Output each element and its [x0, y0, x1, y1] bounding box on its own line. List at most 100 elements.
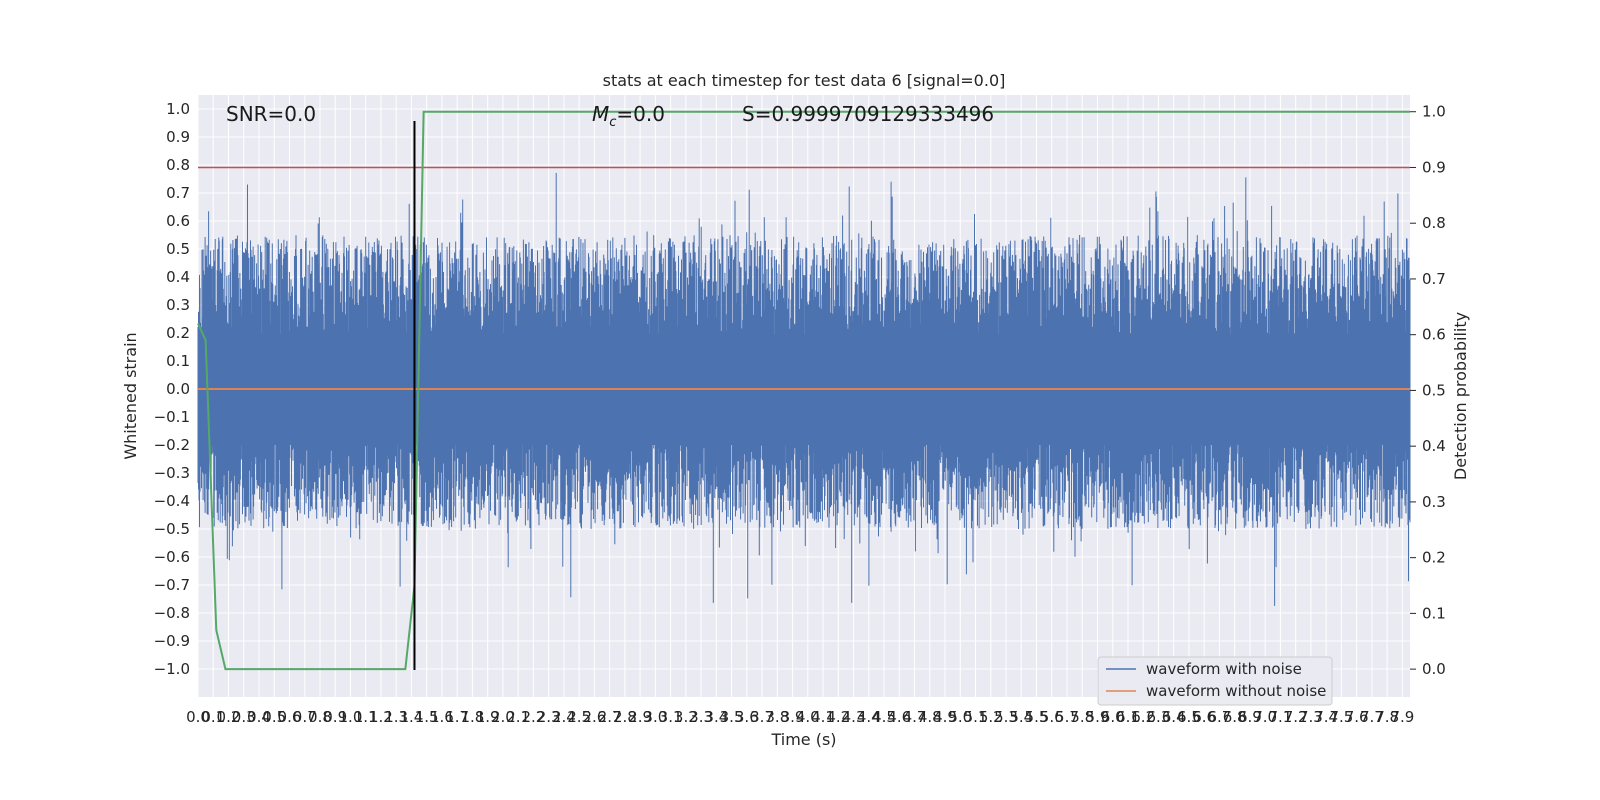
y-tick-label: −0.3 — [154, 464, 190, 482]
y-tick-label: −0.2 — [154, 436, 190, 454]
x-tick-label: 3.9 — [781, 708, 805, 726]
waveform-with-noise-series — [197, 172, 1411, 606]
y2-tick-label: 0.0 — [1422, 660, 1446, 678]
y-tick-label: −0.4 — [154, 492, 190, 510]
x-tick-label: 3.1 — [659, 708, 683, 726]
x-tick-label: 7.4 — [1314, 708, 1338, 726]
x-tick-label: 2.4 — [552, 708, 576, 726]
y-tick-label: −0.6 — [154, 548, 190, 566]
y-axis-label: Whitened strain — [121, 332, 140, 459]
x-tick-label: 7.6 — [1345, 708, 1369, 726]
x-tick-label: 0.1 — [201, 708, 225, 726]
x-tick-label: 3.8 — [765, 708, 789, 726]
y2-tick-label: 0.9 — [1422, 158, 1446, 176]
x-tick-label: 5.5 — [1025, 708, 1049, 726]
y2-tick-label: 0.8 — [1422, 214, 1446, 232]
y-tick-label: 0.3 — [166, 296, 190, 314]
line-series — [197, 110, 1410, 671]
x-tick-label: 7.3 — [1299, 708, 1323, 726]
x-tick-label: 5.0 — [948, 708, 972, 726]
x-tick-label: 6.0 — [1101, 708, 1125, 726]
x-tick-label: 2.6 — [582, 708, 606, 726]
x-tick-label: 5.9 — [1086, 708, 1110, 726]
x-tick-label: 0.5 — [262, 708, 286, 726]
x-tick-label: 0.2 — [217, 708, 241, 726]
y2-tick-label: 0.1 — [1422, 604, 1446, 622]
x-tick-label: 4.1 — [811, 708, 835, 726]
mc-subscript: c — [609, 115, 616, 130]
x-tick-label: 0.9 — [323, 708, 347, 726]
x-tick-label: 7.0 — [1253, 708, 1277, 726]
s-annotation: S=0.9999709129333496 — [742, 102, 994, 126]
y-tick-label: 0.5 — [166, 240, 190, 258]
y-tick-label: −0.8 — [154, 604, 190, 622]
x-tick-label: 4.4 — [857, 708, 881, 726]
x-axis-label: Time (s) — [770, 730, 836, 749]
x-tick-label: 4.5 — [872, 708, 896, 726]
x-tick-label: 2.2 — [521, 708, 545, 726]
x-tick-label: 5.3 — [994, 708, 1018, 726]
x-tick-label: 7.2 — [1284, 708, 1308, 726]
x-tick-label: 6.7 — [1208, 708, 1232, 726]
x-tick-label: 3.2 — [674, 708, 698, 726]
legend-label-noise: waveform with noise — [1146, 660, 1302, 678]
x-tick-label: 2.3 — [537, 708, 561, 726]
y2-tick-label: 0.4 — [1422, 437, 1446, 455]
x-tick-label: 0.6 — [278, 708, 302, 726]
y-tick-label: −1.0 — [154, 660, 190, 678]
x-tick-label: 5.4 — [1009, 708, 1033, 726]
waveform-with-noise-band — [198, 335, 1410, 445]
y-tick-label: 0.9 — [166, 128, 190, 146]
x-tick-label: 2.9 — [628, 708, 652, 726]
x-tick-label: 7.8 — [1375, 708, 1399, 726]
x-tick-label: 6.4 — [1162, 708, 1186, 726]
x-axis-ticks: 0.00.10.20.30.40.50.60.70.80.91.01.11.21… — [186, 708, 1414, 726]
x-tick-label: 4.3 — [842, 708, 866, 726]
legend-box — [1097, 656, 1333, 706]
y2-axis-ticks: 0.0 0.1 0.2 0.3 0.4 0.5 0.6 0.7 0.8 0.9 1.0 — [1410, 103, 1446, 678]
y-tick-label: 0.6 — [166, 212, 190, 230]
x-tick-label: 0.4 — [247, 708, 271, 726]
mc-annotation: Mc=0.0 — [592, 102, 665, 130]
y2-axis-label: Detection probability — [1451, 312, 1470, 480]
y2-tick-label: 0.3 — [1422, 493, 1446, 511]
x-tick-label: 3.3 — [689, 708, 713, 726]
y-tick-label: 0.0 — [166, 380, 190, 398]
mc-value: =0.0 — [616, 102, 665, 126]
y-tick-label: 1.0 — [166, 100, 190, 118]
detection-probability-line — [197, 110, 1410, 671]
x-tick-label: 5.2 — [979, 708, 1003, 726]
x-tick-label: 0.7 — [293, 708, 317, 726]
x-tick-label: 6.3 — [1147, 708, 1171, 726]
y-tick-label: 0.8 — [166, 156, 190, 174]
x-tick-label: 1.8 — [460, 708, 484, 726]
x-tick-label: 3.6 — [735, 708, 759, 726]
x-tick-label: 6.9 — [1238, 708, 1262, 726]
x-tick-label: 5.1 — [964, 708, 988, 726]
x-tick-label: 0.0 — [186, 708, 210, 726]
x-tick-label: 1.2 — [369, 708, 393, 726]
x-tick-label: 1.7 — [445, 708, 469, 726]
legend: waveform with noise waveform without noi… — [1097, 656, 1333, 706]
y-tick-label: −0.5 — [154, 520, 190, 538]
x-tick-label: 7.1 — [1268, 708, 1292, 726]
x-tick-label: 4.7 — [903, 708, 927, 726]
x-tick-label: 7.9 — [1390, 708, 1414, 726]
x-tick-label: 1.6 — [430, 708, 454, 726]
x-tick-label: 1.5 — [415, 708, 439, 726]
x-tick-label: 2.1 — [506, 708, 530, 726]
y-axis-ticks: −1.0 −0.9 −0.8 −0.7 −0.6 −0.5 −0.4 −0.3 −0.2 −0.1… — [154, 100, 190, 678]
x-tick-label: 2.5 — [567, 708, 591, 726]
x-tick-label: 5.6 — [1040, 708, 1064, 726]
x-tick-label: 1.3 — [384, 708, 408, 726]
y2-tick-label: 0.2 — [1422, 549, 1446, 567]
x-tick-label: 1.1 — [354, 708, 378, 726]
x-tick-label: 4.2 — [826, 708, 850, 726]
x-tick-label: 3.7 — [750, 708, 774, 726]
chart-title: stats at each timestep for test data 6 [… — [603, 71, 1006, 90]
y2-tick-label: 0.7 — [1422, 270, 1446, 288]
x-tick-label: 7.7 — [1360, 708, 1384, 726]
x-tick-label: 6.1 — [1116, 708, 1140, 726]
x-tick-label: 4.8 — [918, 708, 942, 726]
